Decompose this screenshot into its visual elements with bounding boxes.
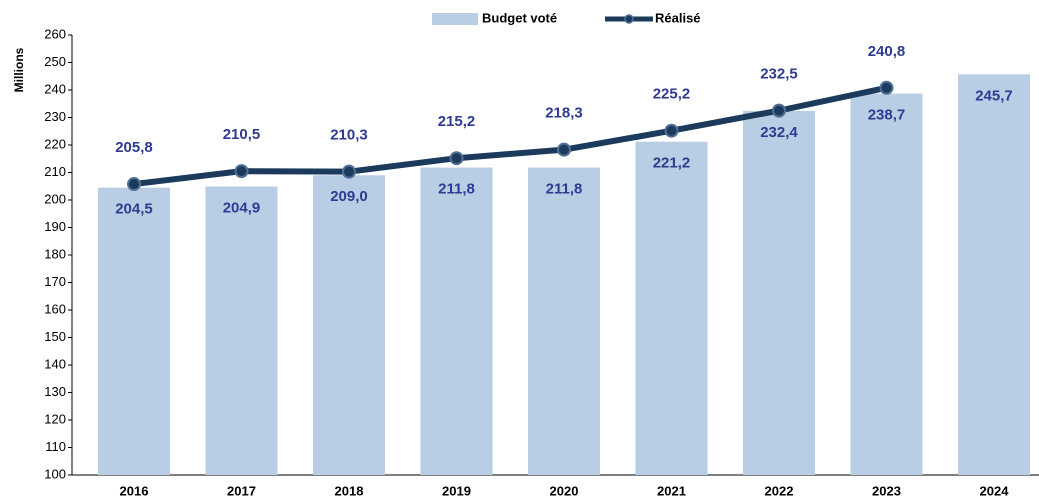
data-label: 238,7 — [868, 107, 906, 124]
data-label: 211,8 — [438, 181, 475, 198]
data-label: 204,5 — [115, 201, 153, 218]
data-label: 218,3 — [545, 105, 583, 122]
x-tick-label: 2023 — [872, 483, 901, 498]
line — [133, 84, 888, 188]
y-tick-label: 120 — [44, 411, 66, 426]
data-label: 210,3 — [330, 127, 368, 144]
y-tick-label: 240 — [44, 81, 66, 96]
line-marker — [557, 142, 571, 157]
y-tick-label: 160 — [44, 301, 66, 316]
y-axis-label: Millions — [12, 47, 26, 92]
y-tick-label: 170 — [44, 274, 66, 289]
x-tick-label: 2017 — [227, 483, 256, 498]
y-tick-label: 220 — [44, 136, 66, 151]
data-label: 221,2 — [653, 155, 691, 172]
data-label: 210,5 — [223, 126, 261, 143]
x-tick-label: 2022 — [765, 483, 794, 498]
legend-label: Budget voté — [482, 10, 557, 25]
data-label: 204,9 — [223, 199, 261, 216]
y-tick-label: 250 — [44, 54, 66, 69]
legend-swatch — [432, 13, 478, 25]
bar — [98, 187, 170, 475]
data-label: 209,0 — [330, 188, 368, 205]
y-tick-label: 230 — [44, 109, 66, 124]
data-label: 240,8 — [868, 43, 906, 60]
line-marker — [127, 177, 141, 192]
x-tick-label: 2021 — [657, 483, 686, 498]
bar — [635, 141, 708, 475]
line-marker — [449, 151, 464, 166]
line-marker — [879, 80, 894, 95]
x-tick-label: 2020 — [550, 483, 579, 498]
line-marker — [772, 103, 786, 118]
y-tick-label: 190 — [44, 219, 66, 234]
y-tick-label: 100 — [44, 466, 66, 481]
bar — [205, 186, 278, 475]
data-label: 232,5 — [760, 66, 798, 83]
bar — [743, 110, 815, 476]
y-tick-label: 210 — [44, 164, 66, 179]
x-tick-label: 2018 — [335, 483, 364, 498]
x-tick-label: 2024 — [980, 483, 1010, 498]
legend-label: Réalisé — [655, 10, 701, 25]
bar — [528, 167, 600, 476]
y-tick-label: 140 — [44, 356, 66, 371]
bar — [420, 167, 493, 476]
data-label: 225,2 — [653, 86, 691, 103]
data-label: 245,7 — [975, 87, 1013, 104]
data-label: 232,4 — [760, 124, 798, 141]
bar — [850, 93, 923, 475]
x-tick-label: 2016 — [120, 483, 149, 498]
data-label: 205,8 — [115, 139, 153, 156]
y-tick-label: 150 — [44, 329, 66, 344]
x-tick-label: 2019 — [442, 483, 471, 498]
data-label: 211,8 — [546, 181, 583, 198]
y-tick-label: 130 — [44, 384, 66, 399]
line-marker — [234, 164, 249, 179]
y-tick-label: 110 — [45, 439, 66, 454]
bar — [313, 175, 385, 475]
line-marker — [664, 123, 679, 138]
line-marker — [342, 164, 356, 179]
data-label: 215,2 — [438, 113, 476, 130]
y-tick-label: 180 — [44, 246, 66, 261]
y-tick-label: 260 — [44, 26, 66, 41]
legend-marker — [624, 14, 634, 24]
bar — [958, 74, 1030, 475]
y-tick-label: 200 — [44, 191, 66, 206]
